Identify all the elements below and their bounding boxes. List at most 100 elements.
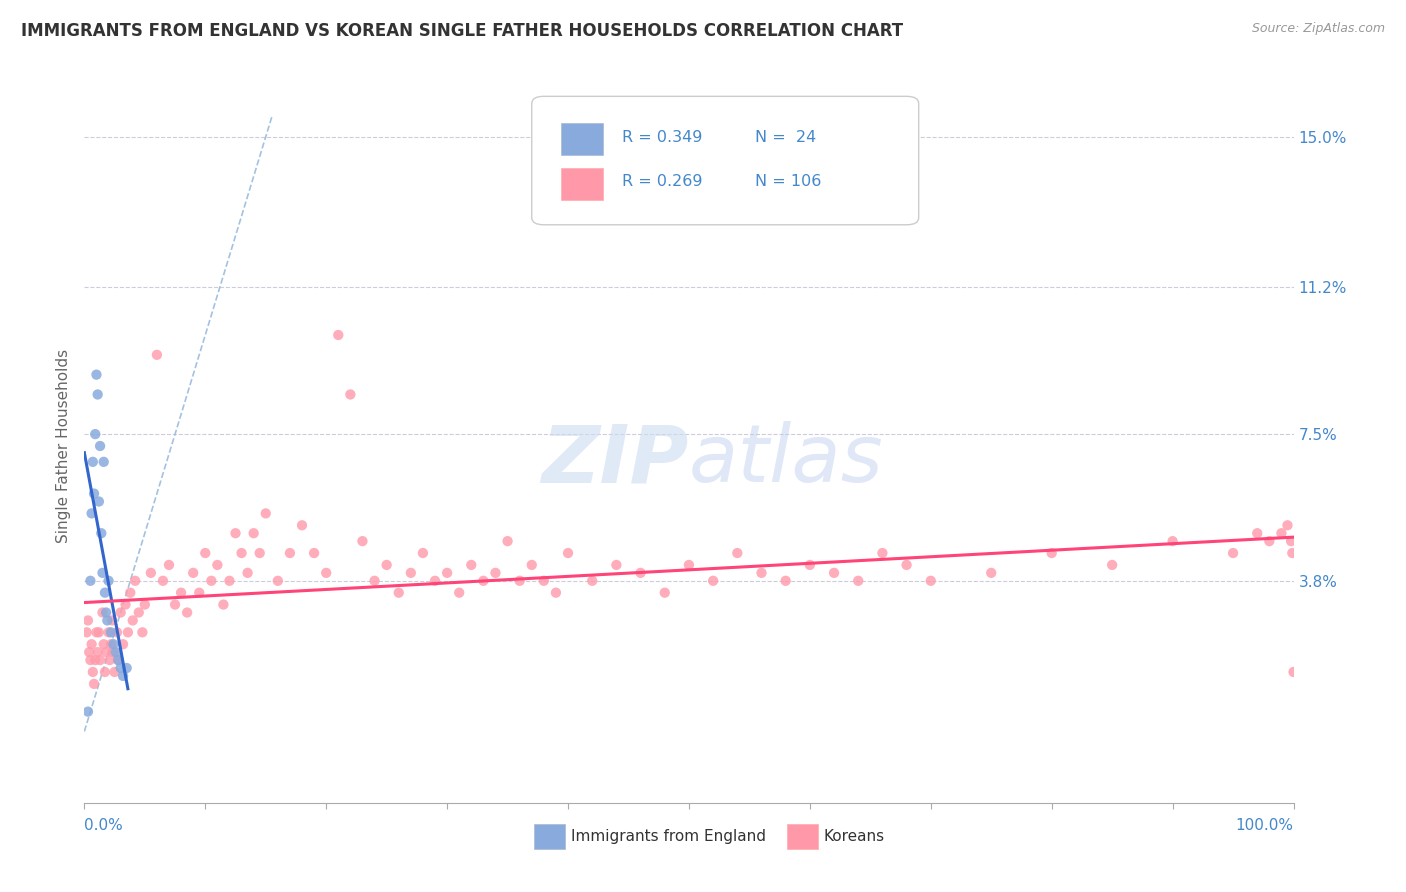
Point — [79, 574, 101, 588]
Text: ZIP: ZIP — [541, 421, 689, 500]
Point — [101, 614, 124, 628]
Point — [509, 574, 531, 588]
Point — [980, 566, 1002, 580]
Text: atlas: atlas — [689, 421, 884, 500]
Point — [152, 574, 174, 588]
Point — [115, 661, 138, 675]
Point — [77, 645, 100, 659]
Point — [134, 598, 156, 612]
Point — [1161, 534, 1184, 549]
Point — [1040, 546, 1063, 560]
Point — [1222, 546, 1244, 560]
Point — [98, 653, 121, 667]
Point — [176, 606, 198, 620]
Bar — [561, 123, 603, 155]
Point — [236, 566, 259, 580]
Text: Koreans: Koreans — [824, 830, 884, 844]
Point — [1279, 534, 1302, 549]
Bar — [561, 168, 603, 200]
Point — [91, 606, 114, 620]
Point — [702, 574, 724, 588]
Point — [100, 637, 122, 651]
Point — [231, 546, 253, 560]
Point — [181, 566, 204, 580]
Point — [194, 546, 217, 560]
Point — [630, 566, 652, 580]
Point — [242, 526, 264, 541]
Point — [80, 637, 103, 651]
Point — [605, 558, 627, 572]
Point — [120, 585, 142, 599]
Point — [1258, 534, 1281, 549]
Text: 0.0%: 0.0% — [84, 818, 124, 832]
Text: R = 0.269: R = 0.269 — [623, 175, 703, 189]
Point — [291, 518, 314, 533]
Point — [87, 494, 110, 508]
Point — [82, 665, 104, 679]
Text: Immigrants from England: Immigrants from England — [571, 830, 766, 844]
Point — [94, 606, 117, 620]
Point — [86, 368, 108, 382]
Point — [170, 585, 193, 599]
Point — [188, 585, 211, 599]
Point — [86, 387, 108, 401]
Point — [449, 585, 471, 599]
Point — [520, 558, 543, 572]
Point — [896, 558, 918, 572]
Point — [399, 566, 422, 580]
Point — [83, 486, 105, 500]
Point — [80, 507, 103, 521]
Point — [93, 455, 115, 469]
Point — [90, 526, 112, 541]
Point — [328, 328, 350, 343]
Text: N = 106: N = 106 — [755, 175, 823, 189]
Point — [339, 387, 361, 401]
Point — [533, 574, 555, 588]
Point — [207, 558, 229, 572]
FancyBboxPatch shape — [531, 96, 918, 225]
Point — [846, 574, 869, 588]
Point — [1281, 546, 1303, 560]
Point — [165, 598, 187, 612]
Point — [388, 585, 411, 599]
Point — [100, 625, 122, 640]
Point — [94, 585, 117, 599]
Point — [544, 585, 567, 599]
Point — [97, 574, 120, 588]
Point — [76, 625, 98, 640]
Point — [412, 546, 434, 560]
Point — [278, 546, 301, 560]
Point — [110, 661, 132, 675]
Point — [1270, 526, 1292, 541]
Point — [84, 427, 107, 442]
Point — [87, 625, 110, 640]
Point — [89, 439, 111, 453]
Point — [104, 645, 127, 659]
Point — [436, 566, 458, 580]
Point — [146, 348, 169, 362]
Point — [79, 653, 101, 667]
Point — [775, 574, 797, 588]
Point — [139, 566, 162, 580]
Point — [77, 614, 100, 628]
Point — [103, 645, 125, 659]
Point — [218, 574, 240, 588]
Point — [557, 546, 579, 560]
Point — [110, 606, 132, 620]
Point — [91, 566, 114, 580]
Point — [460, 558, 482, 572]
Point — [375, 558, 398, 572]
Point — [121, 614, 143, 628]
Point — [107, 653, 129, 667]
Point — [484, 566, 506, 580]
Point — [496, 534, 519, 549]
Point — [352, 534, 374, 549]
Point — [363, 574, 385, 588]
Point — [93, 637, 115, 651]
Point — [84, 653, 107, 667]
Point — [1282, 665, 1305, 679]
Point — [77, 705, 100, 719]
Point — [97, 625, 120, 640]
Point — [1277, 518, 1299, 533]
Point — [799, 558, 821, 572]
